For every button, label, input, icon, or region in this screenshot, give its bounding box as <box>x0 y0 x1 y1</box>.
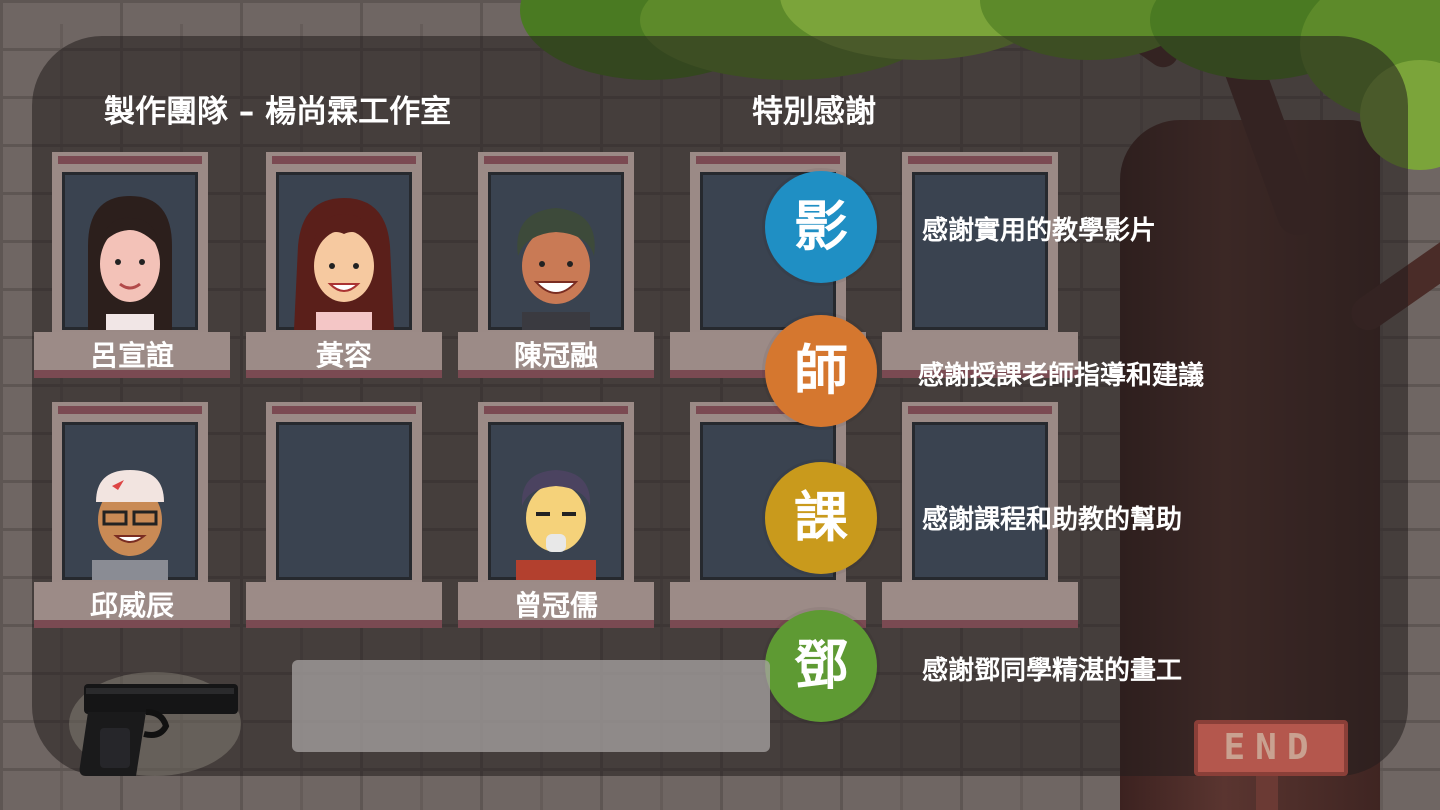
window-sill: 曾冠儒 <box>458 582 654 628</box>
window-sill: 陳冠融 <box>458 332 654 378</box>
window-5 <box>902 152 1058 332</box>
member-name: 陳冠融 <box>513 339 598 372</box>
thanks-text-teacher: 感謝授課老師指導和建議 <box>918 361 1205 391</box>
window-sill: 黃容 <box>246 332 442 378</box>
window-6 <box>52 402 208 582</box>
window-sill <box>882 582 1078 628</box>
member-portrait <box>88 196 172 330</box>
member-portrait <box>294 198 394 330</box>
thanks-heading: 特別感謝 <box>752 94 876 130</box>
window-sill <box>246 582 442 628</box>
end-sign-post <box>1256 776 1278 810</box>
thanks-badge-teacher: 師 <box>765 315 877 427</box>
member-portrait <box>516 470 596 580</box>
thanks-badge-artist: 鄧 <box>765 610 877 722</box>
window-sill: 呂宣誼 <box>34 332 230 378</box>
window-3 <box>478 152 634 332</box>
window-7 <box>266 402 422 582</box>
member-portrait <box>92 470 168 580</box>
member-name: 呂宣誼 <box>89 339 174 372</box>
thanks-text-artist: 感謝鄧同學精湛的畫工 <box>922 656 1183 686</box>
member-name: 曾冠儒 <box>513 589 598 622</box>
thanks-text-course: 感謝課程和助教的幫助 <box>922 505 1183 535</box>
member-portrait <box>517 208 595 330</box>
member-name: 邱威辰 <box>89 589 174 622</box>
team-heading: 製作團隊 – 楊尚霖工作室 <box>104 94 452 130</box>
window-sill <box>882 332 1078 378</box>
thanks-text-video: 感謝實用的教學影片 <box>922 216 1157 246</box>
end-button[interactable]: END <box>1194 720 1348 776</box>
window-10 <box>902 402 1058 582</box>
thanks-badge-course: 課 <box>765 462 877 574</box>
window-sill: 邱威辰 <box>34 582 230 628</box>
pistol-icon[interactable] <box>66 668 244 780</box>
window-1 <box>52 152 208 332</box>
wall-patch <box>292 660 770 752</box>
window-8 <box>478 402 634 582</box>
window-2 <box>266 152 422 332</box>
thanks-badge-video: 影 <box>765 171 877 283</box>
member-name: 黃容 <box>315 339 372 372</box>
